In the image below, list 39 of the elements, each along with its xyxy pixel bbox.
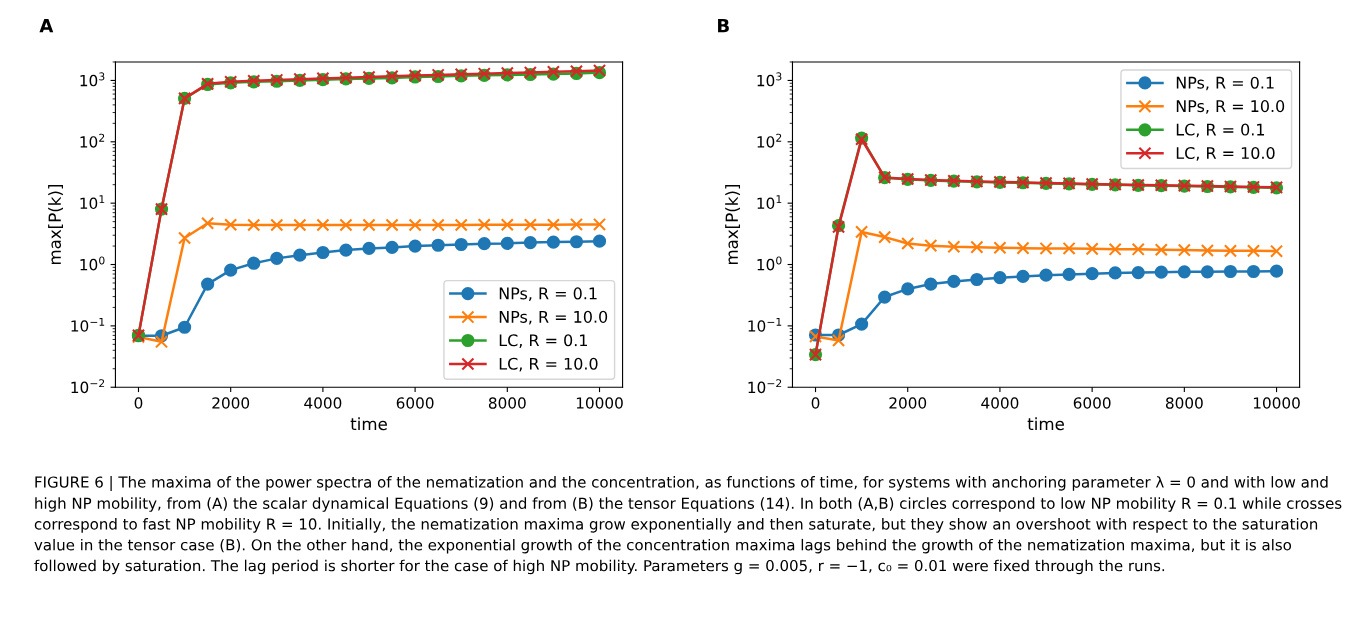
x-tick-label: 6000	[396, 397, 434, 409]
y-axis-title: max[P(k)]	[725, 185, 741, 265]
x-tick-label: 8000	[1165, 397, 1203, 409]
y-tick-label: 10$^{0}$	[80, 256, 105, 271]
x-tick-label: 4000	[304, 397, 342, 409]
caption: FIGURE 6 | The maxima of the power spectra of the nematization and the concentration, as functions of time, for systems with anchoring parameter λ = 0 and with low and high NP mobility, from (A) the scalar dynamical Equations (9) and from (B) the tensor Equations (14). In both (A,B) circles correspond to low NP mobility R = 0.1 while crosses correspond to fast NP mobility R = 10. Initially, the nematization maxima grow exponentially and then saturate, but they show an overshoot with respect to the saturation value in the tensor case (B). On the other hand, the exponential growth of the concentration maxima lags behind the growth of the nematization maxima, but it is also followed by saturation. The lag period is shorter for the case of high NP mobility. Parameters g = 0.005, r = −1, c₀ = 0.01 were fixed through the runs.	[34, 476, 1342, 575]
legend-label: LC, R = 0.1	[1176, 123, 1265, 138]
chart-title: B	[718, 19, 729, 33]
y-tick-label: 10$^{1}$	[80, 195, 105, 210]
x-tick-label: 0	[134, 397, 143, 409]
legend-label: LC, R = 0.1	[499, 334, 587, 348]
y-tick-label: 10$^{−1}$	[71, 317, 105, 332]
x-tick-label: 0	[811, 397, 820, 409]
legend-label: LC, R = 10.0	[1176, 146, 1275, 161]
y-tick-label: 10$^{−1}$	[748, 317, 782, 332]
x-tick-label: 2000	[212, 397, 250, 409]
legend-label: NPs, R = 10.0	[499, 310, 608, 325]
x-axis-title: time	[1027, 417, 1064, 431]
y-tick-label: 10$^{2}$	[757, 133, 782, 148]
y-axis-title: max[P(k)]	[48, 185, 63, 265]
legend-label: LC, R = 10.0	[499, 357, 598, 372]
legend-label: NPs, R = 0.1	[499, 287, 597, 302]
y-tick-label: 10$^{3}$	[80, 72, 105, 87]
y-tick-label: 10$^{3}$	[757, 72, 782, 87]
y-tick-label: 10$^{1}$	[757, 195, 782, 210]
legend-label: NPs, R = 10.0	[1176, 100, 1285, 114]
x-tick-label: 10000	[1253, 397, 1300, 409]
y-tick-label: 10$^{−2}$	[748, 379, 782, 394]
y-tick-label: 10$^{0}$	[757, 256, 782, 271]
x-tick-label: 2000	[889, 397, 927, 409]
y-tick-label: 10$^{2}$	[80, 133, 105, 148]
legend-label: NPs, R = 0.1	[1176, 76, 1274, 91]
x-tick-label: 4000	[981, 397, 1019, 409]
x-tick-label: 10000	[576, 397, 623, 409]
x-axis-title: time	[350, 417, 387, 431]
y-tick-label: 10$^{−2}$	[71, 379, 105, 394]
chart-title: A	[39, 19, 54, 33]
x-tick-label: 8000	[488, 397, 526, 409]
x-tick-label: 6000	[1073, 397, 1111, 409]
